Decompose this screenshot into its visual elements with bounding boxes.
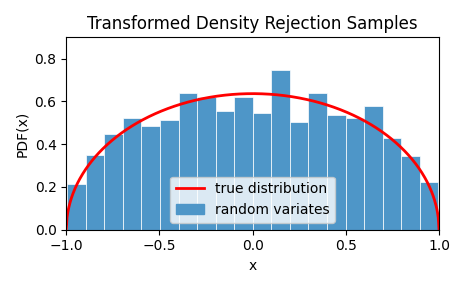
Bar xyxy=(234,96,253,230)
Bar xyxy=(216,111,234,230)
Bar xyxy=(123,118,141,230)
Bar xyxy=(345,118,364,230)
Bar xyxy=(290,122,308,230)
Legend: true distribution, random variates: true distribution, random variates xyxy=(170,177,335,223)
Y-axis label: PDF(x): PDF(x) xyxy=(15,110,29,157)
Bar xyxy=(141,126,160,230)
Bar xyxy=(383,139,401,230)
Bar xyxy=(67,183,86,230)
Bar xyxy=(308,93,327,230)
Bar xyxy=(364,106,383,230)
Bar xyxy=(86,155,105,230)
Bar xyxy=(420,183,438,230)
Bar xyxy=(327,115,345,230)
Bar xyxy=(179,93,197,230)
Bar xyxy=(160,120,179,230)
Bar xyxy=(105,134,123,230)
Title: Transformed Density Rejection Samples: Transformed Density Rejection Samples xyxy=(87,15,418,33)
Bar xyxy=(197,96,216,230)
Bar xyxy=(401,156,420,230)
Bar xyxy=(272,70,290,230)
Bar xyxy=(253,113,272,230)
X-axis label: x: x xyxy=(248,259,257,273)
